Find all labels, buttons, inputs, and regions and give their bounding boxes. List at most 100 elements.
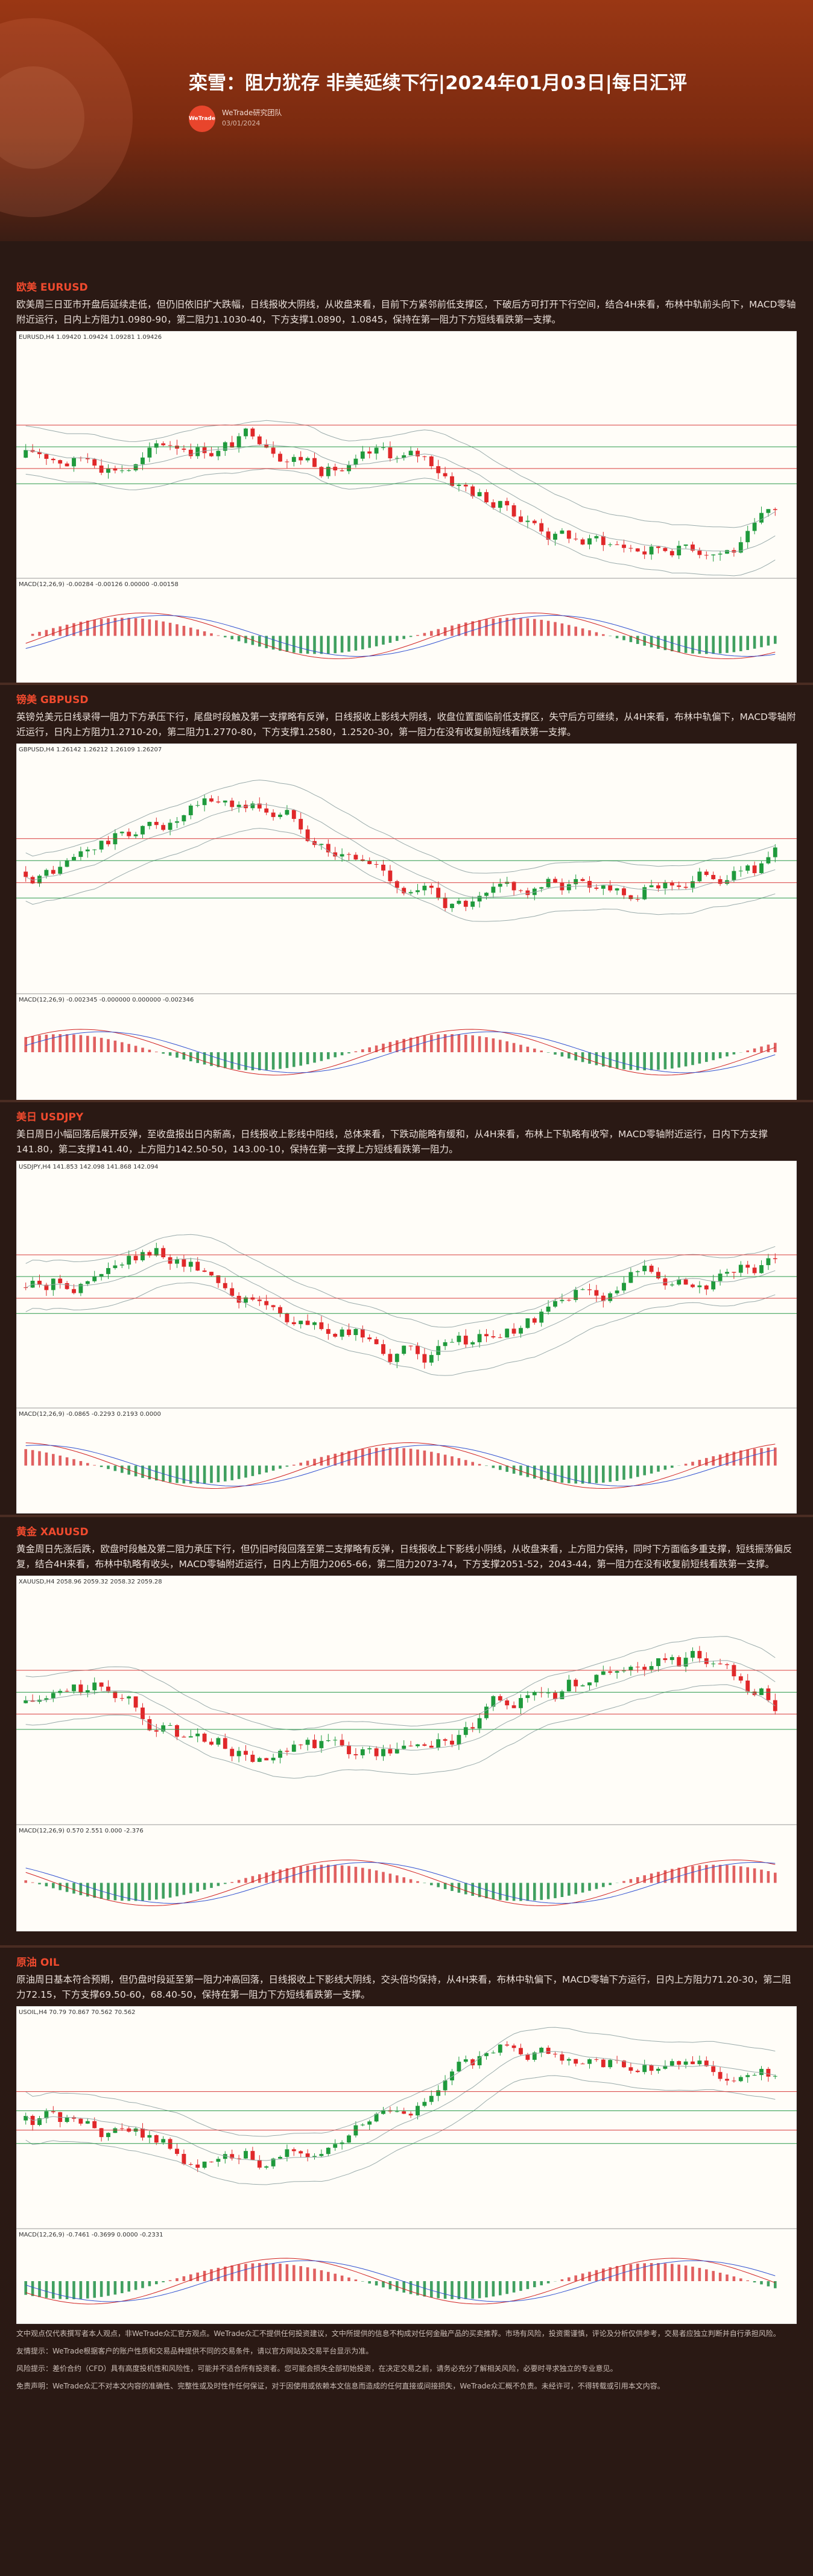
candle-body bbox=[463, 900, 468, 907]
candle-body bbox=[532, 888, 537, 895]
candle-body bbox=[92, 459, 97, 466]
candle-body bbox=[367, 451, 372, 454]
candle-body bbox=[147, 1719, 152, 1731]
chart-image: GBPUSD,H4 1.26142 1.26212 1.26109 1.2620… bbox=[16, 743, 797, 1101]
candle-body bbox=[216, 801, 221, 803]
candle-body bbox=[574, 1290, 578, 1300]
candle-body bbox=[99, 841, 104, 850]
candle-body bbox=[718, 2072, 723, 2079]
candle-body bbox=[628, 2067, 633, 2071]
candle-body bbox=[99, 1274, 104, 1277]
logo: WeTrade bbox=[189, 106, 215, 132]
candle-body bbox=[498, 500, 502, 508]
macd-header: MACD(12,26,9) -0.0865 -0.2293 0.2193 0.0… bbox=[19, 1411, 161, 1418]
bollinger-line bbox=[25, 1234, 776, 1328]
candle-body bbox=[574, 1679, 578, 1687]
candle-body bbox=[566, 2059, 571, 2061]
candle-body bbox=[752, 865, 757, 873]
candle-body bbox=[285, 461, 289, 462]
candle-body bbox=[78, 851, 83, 857]
candle-body bbox=[450, 1740, 454, 1745]
candle-body bbox=[257, 2160, 262, 2168]
chart-image: USOIL,H4 70.79 70.867 70.562 70.562 MACD(… bbox=[16, 2006, 797, 2324]
candle-body bbox=[326, 844, 331, 853]
candle-body bbox=[353, 1754, 358, 1755]
separator bbox=[0, 1945, 813, 1948]
candle-body bbox=[223, 1738, 227, 1749]
candle-body bbox=[326, 1329, 331, 1334]
candle-body bbox=[553, 1693, 557, 1699]
candle-body bbox=[360, 451, 365, 459]
candle-body bbox=[305, 1740, 310, 1745]
candle-body bbox=[580, 1289, 585, 1290]
candle-body bbox=[628, 1667, 633, 1671]
candle-body bbox=[195, 805, 200, 806]
candle-body bbox=[333, 1334, 338, 1337]
candle-body bbox=[484, 1334, 489, 1336]
candle-body bbox=[470, 901, 475, 907]
candle-body bbox=[236, 436, 241, 448]
chart-header: GBPUSD,H4 1.26142 1.26212 1.26109 1.2620… bbox=[19, 747, 162, 753]
candle-body bbox=[498, 2044, 502, 2053]
bollinger-line bbox=[25, 1660, 776, 1755]
candle-body bbox=[209, 1272, 214, 1276]
candle-body bbox=[244, 1297, 248, 1303]
candle-body bbox=[278, 453, 282, 462]
candle-body bbox=[457, 1336, 461, 1342]
candle-body bbox=[319, 844, 324, 845]
chart-bg bbox=[16, 2006, 797, 2324]
candle-body bbox=[24, 1700, 28, 1703]
candle-body bbox=[236, 1295, 241, 1303]
candle-body bbox=[608, 1671, 613, 1673]
candle-body bbox=[429, 456, 434, 467]
candle-body bbox=[436, 1739, 441, 1748]
macd-line bbox=[25, 1859, 776, 1907]
candle-body bbox=[347, 1745, 351, 1755]
chart-header: USDJPY,H4 141.853 142.098 141.868 142.09… bbox=[19, 1164, 158, 1170]
candle-body bbox=[133, 834, 138, 836]
candle-body bbox=[463, 484, 468, 487]
candle-body bbox=[182, 2154, 186, 2164]
candle-body bbox=[374, 2114, 379, 2122]
candle-body bbox=[340, 1329, 344, 1337]
candle-body bbox=[759, 1688, 764, 1696]
candle-body bbox=[230, 442, 235, 448]
section-label: 镑美 GBPUSD bbox=[16, 694, 89, 706]
candle-body bbox=[436, 2090, 441, 2096]
candle-body bbox=[236, 804, 241, 807]
candle-body bbox=[127, 832, 131, 836]
candle-body bbox=[766, 1688, 771, 1700]
candle-body bbox=[656, 546, 660, 548]
candle-body bbox=[264, 1758, 269, 1761]
candle-body bbox=[388, 870, 393, 882]
signal-line bbox=[25, 1031, 776, 1073]
candle-body bbox=[195, 2164, 200, 2168]
candle-body bbox=[511, 2045, 516, 2048]
candle-body bbox=[677, 546, 682, 555]
candle-body bbox=[402, 455, 406, 458]
candle-body bbox=[92, 1277, 97, 1281]
candle-body bbox=[58, 2112, 63, 2123]
candle-body bbox=[587, 880, 592, 888]
candle-body bbox=[594, 2059, 599, 2060]
candle-body bbox=[732, 1665, 736, 1676]
candle-body bbox=[161, 1248, 166, 1258]
candle-body bbox=[72, 857, 76, 860]
candle-body bbox=[519, 1328, 523, 1334]
chart-header: XAUUSD,H4 2058.96 2059.32 2058.32 2059.2… bbox=[19, 1579, 162, 1585]
candle-body bbox=[725, 550, 729, 554]
section: 镑美 GBPUSD 英镑兑美元日线录得一阻力下方承压下行，尾盘时段触及第一支撑略有… bbox=[0, 691, 813, 1101]
candle-body bbox=[766, 1258, 771, 1266]
candle-body bbox=[656, 1658, 660, 1666]
candle-body bbox=[353, 458, 358, 466]
candle-body bbox=[147, 1252, 152, 1256]
candle-body bbox=[402, 888, 406, 894]
candle-body bbox=[511, 1328, 516, 1334]
candle-body bbox=[278, 815, 282, 817]
candle-body bbox=[580, 879, 585, 881]
separator bbox=[0, 683, 813, 685]
candle-body bbox=[209, 1741, 214, 1745]
candle-body bbox=[498, 1337, 502, 1338]
candle-body bbox=[65, 463, 69, 467]
candle-body bbox=[732, 871, 736, 880]
